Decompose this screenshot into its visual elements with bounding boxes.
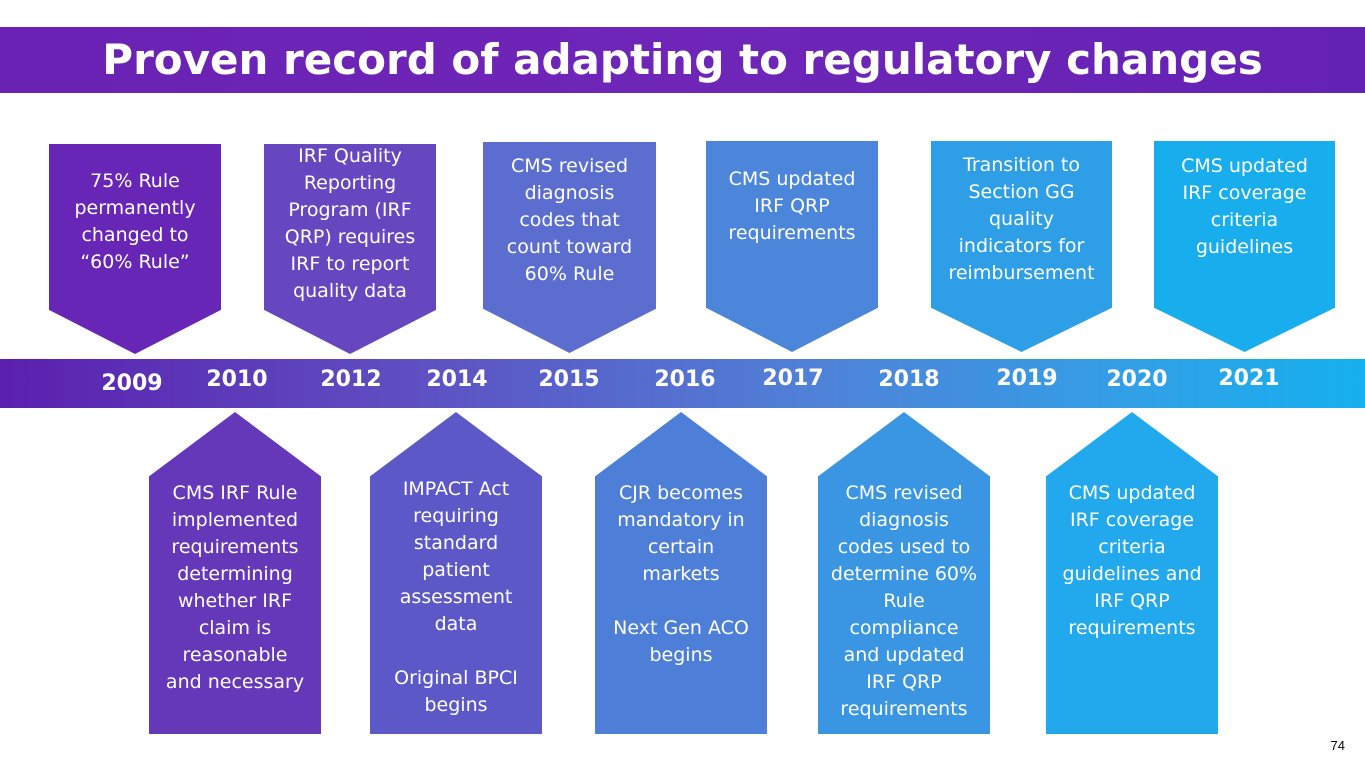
event-text: CJR becomes mandatory in certain markets… <box>613 482 749 666</box>
event-card-bottom: CJR becomes mandatory in certain markets… <box>595 412 767 734</box>
year-label: 2014 <box>426 367 488 392</box>
event-text: CMS updated IRF coverage criteria guidel… <box>1062 482 1202 639</box>
year-label: 2015 <box>538 367 600 392</box>
event-card-bottom: CMS revised diagnosis codes used to dete… <box>818 412 990 734</box>
event-text: CMS revised diagnosis codes that count t… <box>506 154 633 285</box>
year-label: 2019 <box>996 366 1058 391</box>
title-bar <box>0 27 1365 93</box>
page-title: Proven record of adapting to regulatory … <box>102 35 1263 84</box>
year-label: 2020 <box>1106 367 1168 392</box>
year-label: 2017 <box>762 366 824 391</box>
page-number: 74 <box>1330 738 1345 753</box>
event-text: CMS updated IRF coverage criteria guidel… <box>1181 154 1308 258</box>
year-label: 2009 <box>101 371 163 396</box>
event-card-top: CMS revised diagnosis codes that count t… <box>483 142 656 353</box>
year-label: 2016 <box>654 367 716 392</box>
year-label: 2012 <box>320 367 382 392</box>
event-text: IRF Quality Reporting Program (IRF QRP) … <box>284 145 416 302</box>
event-card-top: IRF Quality Reporting Program (IRF QRP) … <box>264 144 436 354</box>
event-card-top: CMS updated IRF QRP requirements <box>706 141 878 352</box>
event-card-bottom: CMS updated IRF coverage criteria guidel… <box>1046 412 1218 734</box>
event-card-top: CMS updated IRF coverage criteria guidel… <box>1154 141 1335 352</box>
event-text: CMS revised diagnosis codes used to dete… <box>830 482 978 720</box>
event-card-top: 75% Rule permanently changed to “60% Rul… <box>49 144 221 354</box>
year-label: 2010 <box>206 367 268 392</box>
year-label: 2021 <box>1218 366 1280 391</box>
event-text: CMS IRF Rule implemented requirements de… <box>165 482 305 693</box>
event-card-top: Transition to Section GG quality indicat… <box>931 141 1112 352</box>
timeline-bar <box>0 359 1365 408</box>
event-text: 75% Rule permanently changed to “60% Rul… <box>74 169 196 273</box>
event-text: CMS updated IRF QRP requirements <box>728 168 856 244</box>
year-label: 2018 <box>878 367 940 392</box>
event-text: Transition to Section GG quality indicat… <box>948 153 1095 284</box>
event-text: IMPACT Act requiring standard patient as… <box>394 478 518 716</box>
event-card-bottom: IMPACT Act requiring standard patient as… <box>370 412 542 734</box>
event-card-bottom: CMS IRF Rule implemented requirements de… <box>149 412 321 734</box>
